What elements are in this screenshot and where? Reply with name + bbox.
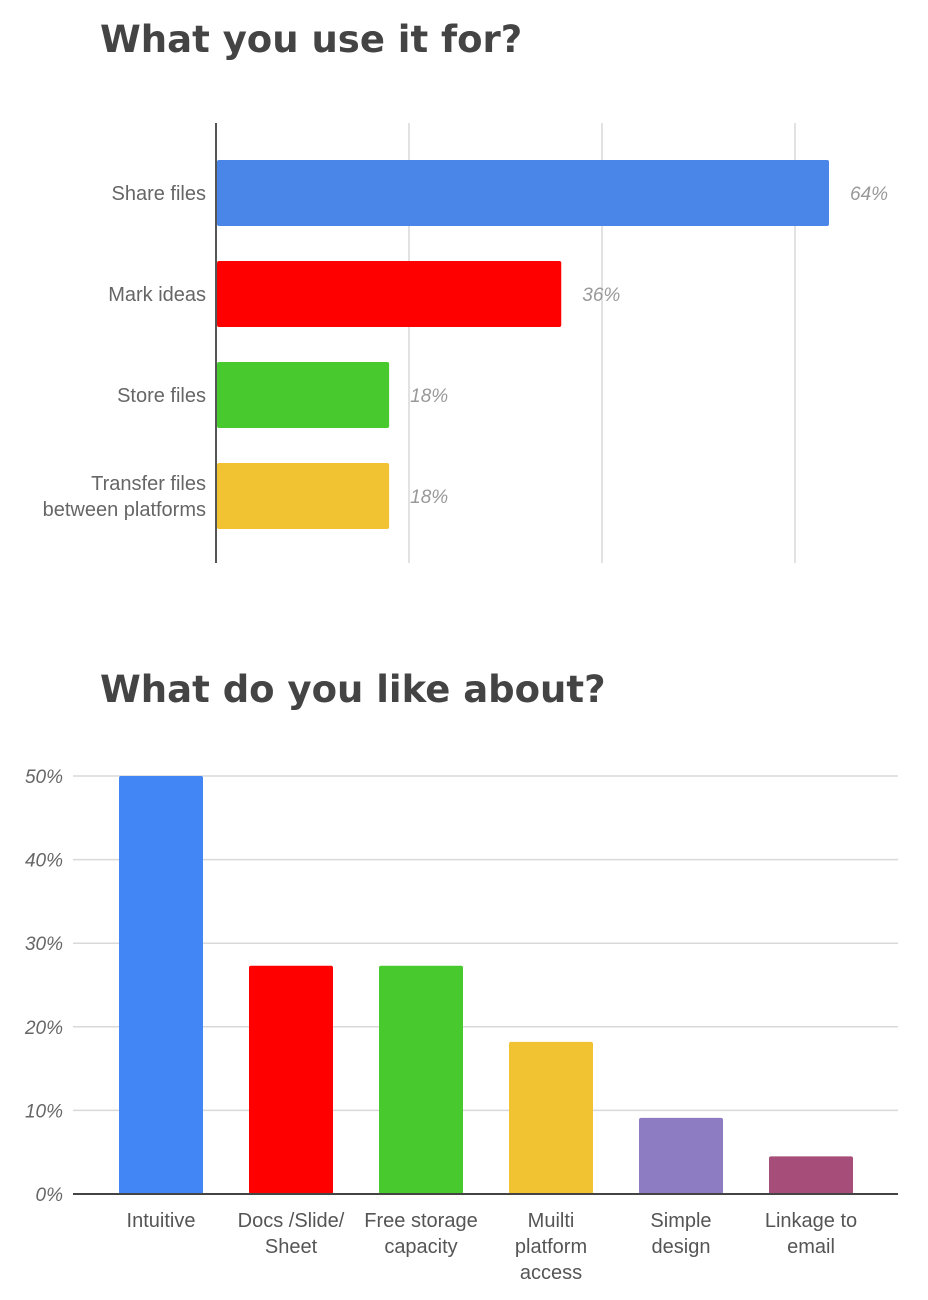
y-tick-label: 10%	[25, 1101, 63, 1122]
bar	[509, 1041, 593, 1194]
bar	[119, 776, 203, 1194]
data-label: 36%	[582, 285, 620, 306]
y-tick-label: 30%	[25, 934, 63, 955]
x-tick-label: Linkage to email	[765, 1210, 857, 1258]
x-tick-label: Free storage capacity	[364, 1210, 477, 1258]
bar	[379, 965, 463, 1194]
chart-title-like: What do you like about?	[100, 668, 606, 711]
y-tick-label: 0%	[36, 1185, 64, 1206]
chart-title-use: What you use it for?	[100, 18, 523, 61]
x-tick-label: Muilti platform access	[515, 1210, 587, 1284]
data-label: 64%	[850, 184, 888, 205]
category-label: Share files	[112, 183, 207, 205]
y-tick-label: 40%	[25, 851, 63, 872]
category-label: Mark ideas	[108, 284, 206, 306]
bar-chart-use: Share files 64% Mark ideas 36% Store files 18…	[43, 123, 888, 563]
x-tick-label: Simple design	[650, 1210, 711, 1258]
bar	[249, 965, 333, 1194]
bar	[639, 1117, 723, 1194]
y-tick-label: 20%	[24, 1018, 63, 1039]
y-tick-label: 50%	[25, 767, 63, 788]
bar	[769, 1156, 853, 1194]
data-label: 18%	[410, 386, 448, 407]
x-tick-label: Intuitive	[127, 1210, 196, 1232]
bar	[217, 261, 562, 327]
category-label: Store files	[117, 385, 206, 407]
bar	[217, 160, 829, 226]
x-tick-label: Docs /Slide/Sheet	[238, 1210, 345, 1258]
category-label: Transfer files between platforms	[43, 473, 206, 521]
data-label: 18%	[410, 487, 448, 508]
bar	[217, 463, 390, 529]
bar	[217, 362, 390, 428]
